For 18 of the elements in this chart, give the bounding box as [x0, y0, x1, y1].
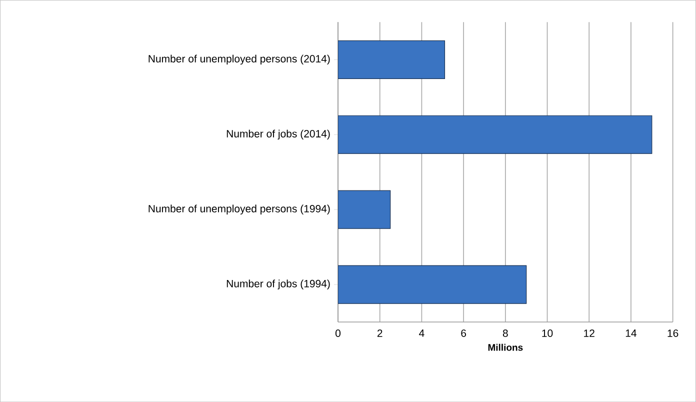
y-tick-label: Number of jobs (2014) — [226, 130, 330, 140]
x-tick-label: 6 — [461, 329, 466, 337]
x-tick-label: 0 — [335, 329, 341, 337]
bar — [338, 40, 446, 79]
x-tick-label: 4 — [419, 329, 424, 337]
bar — [338, 115, 652, 154]
bar — [338, 265, 527, 304]
bar — [338, 190, 391, 229]
x-axis-title: Millions — [488, 344, 523, 351]
y-tick-label: Number of jobs (1994) — [226, 280, 330, 290]
y-tick-label: Number of unemployed persons (1994) — [148, 204, 330, 214]
x-tick-label: 8 — [502, 329, 508, 337]
x-tick-label: 2 — [377, 329, 382, 337]
x-tick-label: 12 — [584, 329, 594, 337]
x-tick-label: 14 — [626, 329, 636, 337]
x-tick-label: 16 — [668, 329, 678, 337]
x-tick-label: 10 — [542, 329, 553, 337]
y-tick-label: Number of unemployed persons (2014) — [148, 54, 330, 64]
